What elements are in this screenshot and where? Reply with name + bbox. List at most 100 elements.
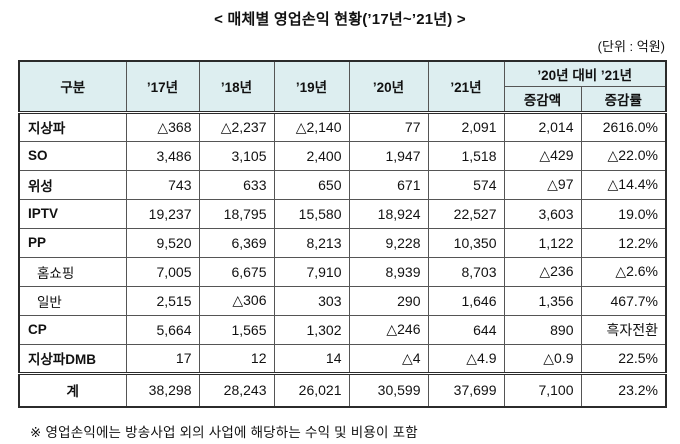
header-year-18: ’18년: [198, 60, 275, 114]
table-cell-y21: 2,091: [427, 111, 505, 142]
table-cell-change-amount: △0.9: [503, 343, 582, 374]
table-cell-change-rate: 19.0%: [580, 198, 667, 229]
table-row: CP 5,664 1,565 1,302 △246 644 890 흑자전환: [18, 314, 667, 345]
table-row: 홈쇼핑 7,005 6,675 7,910 8,939 8,703 △236 △…: [18, 256, 667, 287]
table-row: 계 38,298 28,243 26,021 30,599 37,699 7,1…: [18, 371, 667, 408]
table-row: 위성 743 633 650 671 574 △97 △14.4%: [18, 169, 667, 200]
row-label: SO: [18, 140, 127, 171]
table-cell-y21: 22,527: [427, 198, 505, 229]
page-title: < 매체별 영업손익 현황(’17년~’21년) >: [214, 11, 466, 28]
table-cell-y18: 18,795: [198, 198, 275, 229]
table-cell-change-rate: △14.4%: [580, 169, 667, 200]
row-label: 지상파: [18, 111, 127, 142]
header-year-17: ’17년: [125, 60, 200, 114]
table-row: IPTV 19,237 18,795 15,580 18,924 22,527 …: [18, 198, 667, 229]
table-cell-y18: 6,675: [198, 256, 275, 287]
footnote: ※ 영업손익에는 방송사업 외의 사업에 해당하는 수익 및 비용이 포함: [30, 425, 418, 440]
table-cell-y19: 26,021: [273, 371, 350, 408]
table-cell-y21: 1,646: [427, 285, 505, 316]
table-cell-y21: 10,350: [427, 227, 505, 258]
row-label: 일반: [18, 285, 127, 316]
table-cell-y18: 633: [198, 169, 275, 200]
table-cell-change-amount: 7,100: [503, 371, 582, 408]
table-cell-y18: 3,105: [198, 140, 275, 171]
table-cell-change-amount: 890: [503, 314, 582, 345]
table-header: 구분 ’17년 ’18년 ’19년 ’20년 ’21년 ’20년 대비 ’21년…: [18, 60, 667, 114]
table-cell-y19: 7,910: [273, 256, 350, 287]
table-cell-change-amount: △429: [503, 140, 582, 171]
table-cell-change-rate: 467.7%: [580, 285, 667, 316]
table-cell-y21: 1,518: [427, 140, 505, 171]
row-label: CP: [18, 314, 127, 345]
table-cell-y19: 650: [273, 169, 350, 200]
table-cell-y19: △2,140: [273, 111, 350, 142]
table-cell-y20: 290: [348, 285, 429, 316]
table-cell-y17: 19,237: [125, 198, 200, 229]
row-label: PP: [18, 227, 127, 258]
row-label: 계: [18, 371, 127, 408]
table-cell-y19: 1,302: [273, 314, 350, 345]
table-row: 일반 2,515 △306 303 290 1,646 1,356 467.7%: [18, 285, 667, 316]
table-row: SO 3,486 3,105 2,400 1,947 1,518 △429 △2…: [18, 140, 667, 171]
table-cell-y20: △4: [348, 343, 429, 374]
table-cell-y18: 6,369: [198, 227, 275, 258]
table-cell-change-rate: 12.2%: [580, 227, 667, 258]
table-cell-y20: 77: [348, 111, 429, 142]
media-operating-profit-table: 구분 ’17년 ’18년 ’19년 ’20년 ’21년 ’20년 대비 ’21년…: [18, 60, 667, 408]
table-cell-change-rate: 22.5%: [580, 343, 667, 374]
row-label: 지상파DMB: [18, 343, 127, 374]
table-cell-change-rate: 흑자전환: [580, 314, 667, 345]
row-label: IPTV: [18, 198, 127, 229]
header-year-20: ’20년: [348, 60, 429, 114]
table-cell-y18: 12: [198, 343, 275, 374]
table-cell-y20: 671: [348, 169, 429, 200]
table-cell-y21: 644: [427, 314, 505, 345]
table-cell-y20: 1,947: [348, 140, 429, 171]
table-cell-change-rate: △2.6%: [580, 256, 667, 287]
table-cell-y20: △246: [348, 314, 429, 345]
table-cell-y17: 743: [125, 169, 200, 200]
table-cell-y18: 28,243: [198, 371, 275, 408]
table-cell-y17: 17: [125, 343, 200, 374]
table-cell-change-rate: △22.0%: [580, 140, 667, 171]
table-cell-y20: 8,939: [348, 256, 429, 287]
header-col-group: 구분: [18, 60, 127, 114]
table-cell-y17: △368: [125, 111, 200, 142]
table-cell-y19: 15,580: [273, 198, 350, 229]
table-cell-change-amount: 1,356: [503, 285, 582, 316]
table-cell-y21: 8,703: [427, 256, 505, 287]
header-year-21: ’21년: [427, 60, 505, 114]
table-cell-change-rate: 23.2%: [580, 371, 667, 408]
row-label: 홈쇼핑: [18, 256, 127, 287]
header-change-amount: 증감액: [503, 85, 582, 114]
header-comparison: ’20년 대비 ’21년: [503, 60, 667, 87]
header-change-rate: 증감률: [580, 85, 667, 114]
table-row: PP 9,520 6,369 8,213 9,228 10,350 1,122 …: [18, 227, 667, 258]
table-cell-y21: 574: [427, 169, 505, 200]
table-row: 지상파 △368 △2,237 △2,140 77 2,091 2,014 26…: [18, 111, 667, 142]
table-cell-y21: 37,699: [427, 371, 505, 408]
table-cell-y17: 2,515: [125, 285, 200, 316]
unit-note: (단위 : 억원): [597, 39, 665, 54]
table-cell-y20: 30,599: [348, 371, 429, 408]
table-cell-change-amount: △236: [503, 256, 582, 287]
table-cell-y18: △2,237: [198, 111, 275, 142]
table-cell-y20: 18,924: [348, 198, 429, 229]
header-year-19: ’19년: [273, 60, 350, 114]
table-cell-change-rate: 2616.0%: [580, 111, 667, 142]
table-cell-y19: 303: [273, 285, 350, 316]
table-cell-y17: 3,486: [125, 140, 200, 171]
table-cell-y19: 8,213: [273, 227, 350, 258]
table-cell-y17: 7,005: [125, 256, 200, 287]
table-cell-y17: 38,298: [125, 371, 200, 408]
table-cell-change-amount: 2,014: [503, 111, 582, 142]
table-cell-y21: △4.9: [427, 343, 505, 374]
table-cell-y19: 14: [273, 343, 350, 374]
table-cell-change-amount: 1,122: [503, 227, 582, 258]
table-cell-y18: 1,565: [198, 314, 275, 345]
row-label: 위성: [18, 169, 127, 200]
table-cell-change-amount: △97: [503, 169, 582, 200]
table-cell-y17: 9,520: [125, 227, 200, 258]
table-cell-y18: △306: [198, 285, 275, 316]
